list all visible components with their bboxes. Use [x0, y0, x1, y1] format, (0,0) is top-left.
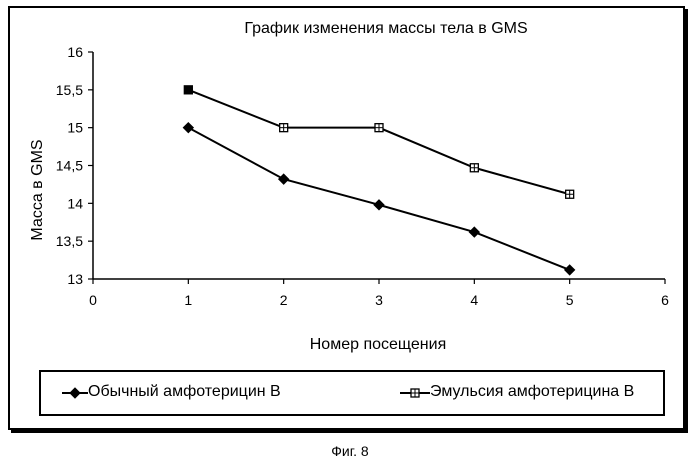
legend-label-series-2: Эмульсия амфотерицина В — [430, 383, 634, 401]
figure-caption: Фиг. 8 — [0, 443, 700, 459]
legend-label-series-1: Обычный амфотерицин В — [88, 383, 281, 401]
legend-marker-square — [411, 389, 419, 397]
data-point-diamond — [70, 388, 80, 398]
